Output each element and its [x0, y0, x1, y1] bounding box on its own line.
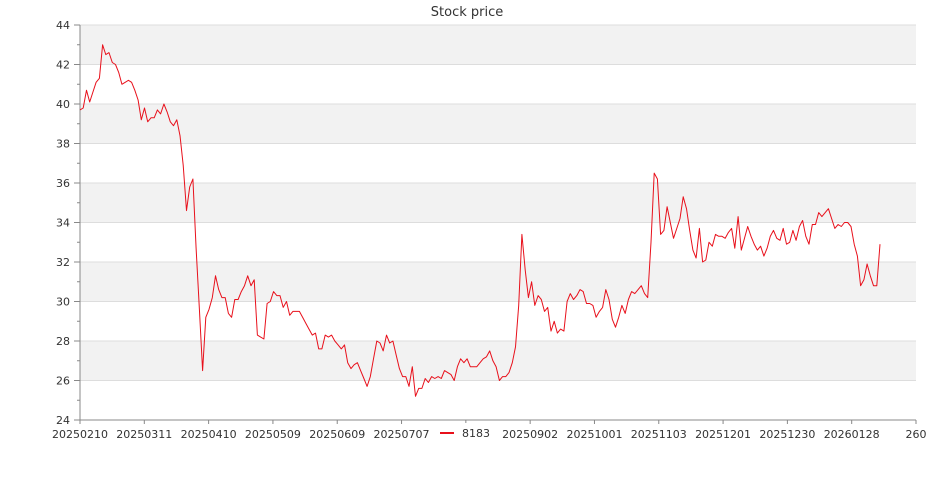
- y-tick-label: 34: [56, 217, 70, 230]
- x-tick-label: 20250210: [52, 428, 108, 441]
- y-tick-label: 28: [56, 335, 70, 348]
- y-tick-label: 32: [56, 256, 70, 269]
- legend-label: 8183: [462, 427, 490, 440]
- y-tick-label: 38: [56, 138, 70, 151]
- x-tick-label: 20251001: [566, 428, 622, 441]
- y-tick-label: 36: [56, 177, 70, 190]
- x-tick-label: 20251103: [631, 428, 687, 441]
- x-tick-label: 20250311: [116, 428, 172, 441]
- x-tick-label: 20251201: [695, 428, 751, 441]
- x-tick-label: 20250902: [502, 428, 558, 441]
- y-tick-label: 40: [56, 98, 70, 111]
- grid-band: [80, 104, 916, 144]
- legend: 8183: [434, 423, 498, 441]
- legend-background: [434, 423, 498, 441]
- x-tick-label: 260: [906, 428, 927, 441]
- chart-title: Stock price: [431, 5, 503, 20]
- x-axis: 20250210 20250311 20250410 20250509 20250609…: [52, 419, 927, 441]
- x-tick-label: 20250707: [374, 428, 430, 441]
- grid-band: [80, 183, 916, 223]
- y-tick-label: 30: [56, 296, 70, 309]
- x-tick-label: 20260128: [824, 428, 880, 441]
- series-layer: [79, 44, 881, 397]
- y-tick-label: 24: [56, 414, 70, 427]
- grid-band: [80, 25, 916, 65]
- x-tick-label: 20250509: [245, 428, 301, 441]
- x-tick-label: 20250410: [181, 428, 237, 441]
- grid-band: [80, 262, 916, 302]
- y-tick-label: 42: [56, 59, 70, 72]
- y-tick-label: 44: [56, 19, 70, 32]
- x-tick-label: 20251230: [759, 428, 815, 441]
- grid-bands: [80, 25, 916, 381]
- series-line-8183: [79, 44, 881, 397]
- x-tick-label: 20250609: [309, 428, 365, 441]
- y-axis: 24 26 28 30 32 34 36 38 40 42 44: [56, 19, 81, 427]
- grid-lines: [80, 24, 916, 421]
- y-tick-label: 26: [56, 375, 70, 388]
